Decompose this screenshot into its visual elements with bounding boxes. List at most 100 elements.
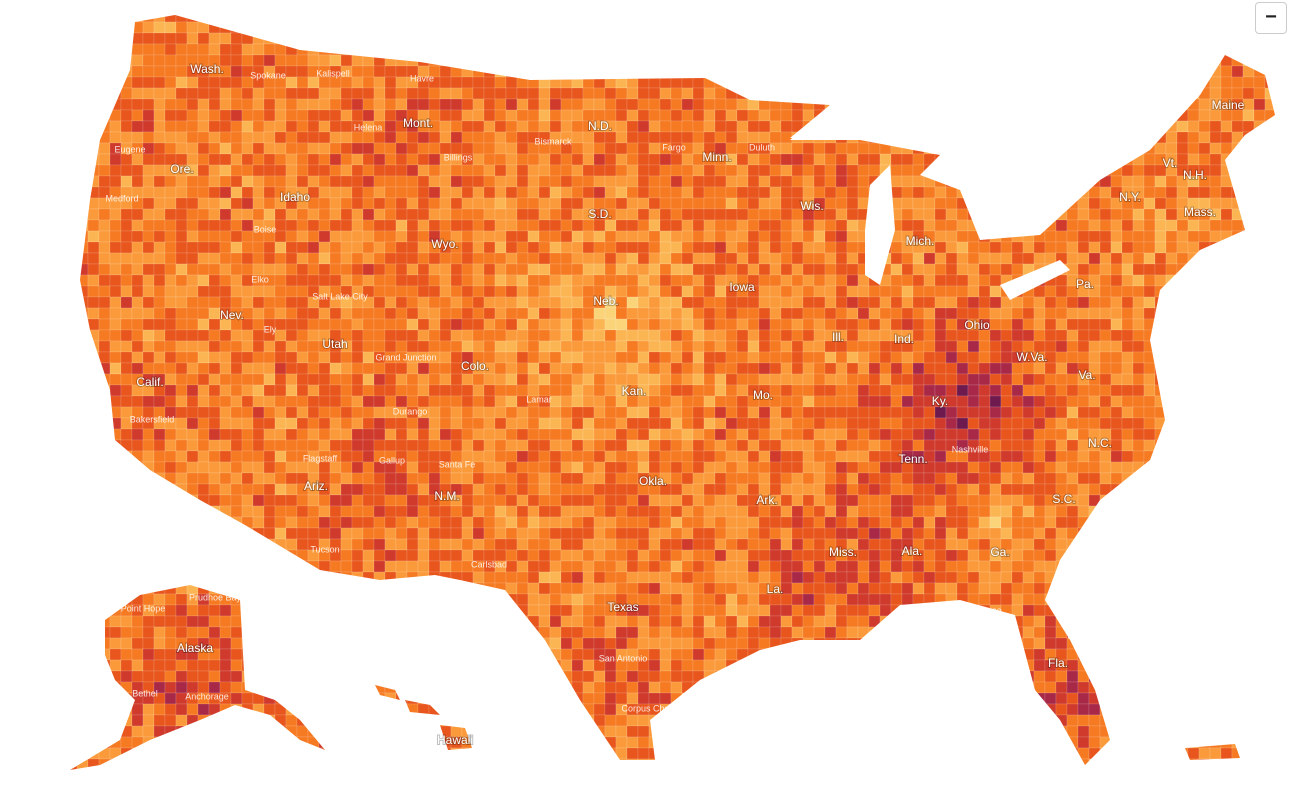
county-cell: [1110, 98, 1123, 111]
county-cell: [1022, 197, 1035, 210]
county-cell: [472, 208, 485, 221]
county-cell: [648, 252, 661, 265]
county-cell: [373, 406, 386, 419]
county-cell: [923, 208, 936, 221]
county-cell: [637, 32, 650, 45]
county-cell: [1044, 384, 1057, 397]
county-cell: [813, 175, 826, 188]
county-cell: [1231, 54, 1244, 67]
county-cell: [659, 43, 672, 56]
county-cell: [362, 87, 375, 100]
county-cell: [648, 263, 661, 276]
county-cell: [923, 109, 936, 122]
county-cell: [626, 54, 639, 67]
county-cell: [33, 418, 44, 429]
county-cell: [692, 406, 705, 419]
county-cell: [813, 230, 826, 243]
county-cell: [1088, 252, 1101, 265]
county-cell: [109, 461, 122, 474]
county-cell: [1132, 307, 1145, 320]
county-cell: [131, 461, 144, 474]
county-cell: [22, 121, 33, 132]
county-cell: [1154, 87, 1167, 100]
county-cell: [879, 351, 892, 364]
county-cell: [472, 252, 485, 265]
county-cell: [538, 373, 551, 386]
county-cell: [120, 296, 133, 309]
county-cell: [967, 142, 980, 155]
county-cell: [747, 417, 760, 430]
county-cell: [912, 164, 925, 177]
county-cell: [813, 307, 826, 320]
county-cell: [813, 428, 826, 441]
county-cell: [1209, 76, 1222, 89]
county-cell: [164, 98, 177, 111]
county-cell: [769, 175, 782, 188]
county-cell: [1165, 32, 1178, 45]
county-cell: [395, 340, 408, 353]
county-cell: [1011, 263, 1024, 276]
county-cell: [527, 120, 540, 133]
county-cell: [230, 98, 243, 111]
county-cell: [1264, 340, 1275, 353]
county-cell: [494, 32, 507, 45]
county-cell: [604, 318, 617, 331]
county-cell: [780, 120, 793, 133]
county-cell: [549, 340, 562, 353]
county-cell: [648, 351, 661, 364]
county-cell: [450, 98, 463, 111]
county-cell: [571, 384, 584, 397]
county-cell: [692, 65, 705, 78]
county-cell: [131, 340, 144, 353]
county-cell: [934, 274, 947, 287]
county-cell: [1264, 164, 1275, 177]
county-cell: [1011, 164, 1024, 177]
county-cell: [318, 318, 331, 331]
county-cell: [1187, 307, 1200, 320]
county-cell: [1088, 153, 1101, 166]
county-cell: [1253, 439, 1266, 452]
county-cell: [340, 109, 353, 122]
county-cell: [527, 164, 540, 177]
county-cell: [70, 186, 78, 199]
county-cell: [483, 340, 496, 353]
county-cell: [208, 186, 221, 199]
county-cell: [1276, 209, 1287, 220]
county-cell: [208, 219, 221, 232]
county-cell: [648, 450, 661, 463]
county-cell: [120, 208, 133, 221]
county-cell: [1044, 54, 1057, 67]
county-cell: [362, 373, 375, 386]
county-cell: [286, 0, 297, 11]
county-cell: [296, 76, 309, 89]
county-cell: [406, 362, 419, 375]
county-cell: [824, 428, 837, 441]
county-cell: [153, 87, 166, 100]
county-cell: [33, 22, 44, 33]
county-cell: [472, 142, 485, 155]
county-cell: [1110, 32, 1123, 45]
county-cell: [593, 373, 606, 386]
county-cell: [1198, 307, 1211, 320]
county-cell: [571, 329, 584, 342]
county-cell: [1220, 76, 1233, 89]
county-cell: [901, 76, 914, 89]
county-cell: [594, 0, 605, 11]
county-cell: [879, 296, 892, 309]
county-cell: [1198, 153, 1211, 166]
county-cell: [384, 175, 397, 188]
county-cell: [473, 0, 484, 11]
county-cell: [1033, 384, 1046, 397]
county-cell: [1044, 175, 1057, 188]
county-cell: [626, 362, 639, 375]
county-cell: [824, 54, 837, 67]
county-cell: [670, 98, 683, 111]
county-cell: [164, 384, 177, 397]
county-cell: [780, 164, 793, 177]
county-cell: [186, 197, 199, 210]
county-cell: [351, 164, 364, 177]
county-cell: [230, 186, 243, 199]
county-cell: [505, 450, 518, 463]
county-cell: [417, 32, 430, 45]
county-cell: [571, 417, 584, 430]
